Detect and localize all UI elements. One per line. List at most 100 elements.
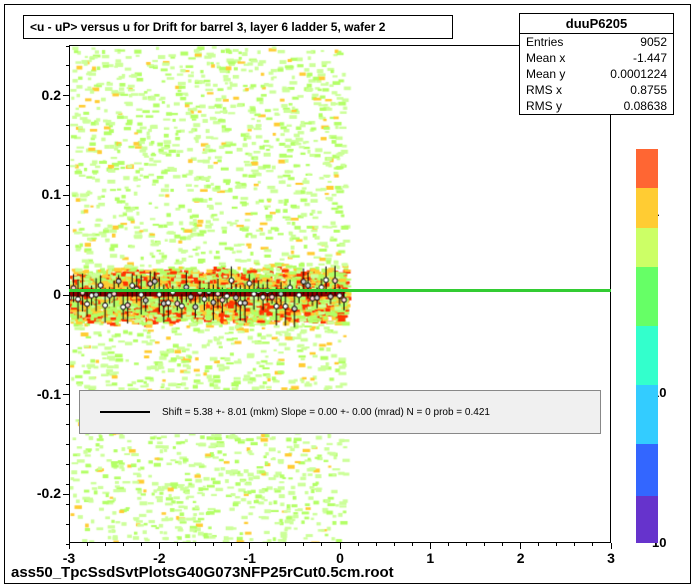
stats-value: 9052 [640,35,667,49]
y-tick [63,394,69,395]
colorbar-segment [636,228,658,267]
y-tick-minor [66,364,69,365]
colorbar [636,149,658,543]
y-tick-minor [66,324,69,325]
stats-label: Entries [526,35,563,49]
stats-label: Mean x [526,51,565,65]
y-tick [63,195,69,196]
y-tick-minor [66,105,69,106]
x-tick-minor [358,543,359,546]
x-tick-minor [376,543,377,546]
x-tick-minor [87,543,88,546]
y-tick-label: 0 [11,286,61,302]
stats-value: -1.447 [633,51,667,65]
x-tick-minor [105,543,106,546]
x-tick-minor [231,543,232,546]
colorbar-segment [636,444,658,495]
x-tick-minor [484,543,485,546]
stats-label: Mean y [526,67,565,81]
x-tick-minor [141,543,142,546]
colorbar-segment [636,149,658,188]
x-tick-minor [520,543,521,546]
stats-name: duuP6205 [520,14,673,34]
y-tick-minor [66,225,69,226]
x-tick-minor [502,543,503,546]
y-tick [63,95,69,96]
y-tick-label: -0.2 [11,485,61,501]
stats-label: RMS x [526,83,562,97]
x-tick-minor [303,543,304,546]
colorbar-segment [636,188,658,227]
x-tick-minor [267,543,268,546]
stats-row: RMS y 0.08638 [520,98,673,114]
x-tick-minor [412,543,413,546]
x-tick-label: 2 [501,550,541,566]
y-tick-minor [66,484,69,485]
y-tick-minor [66,125,69,126]
x-tick-minor [611,543,612,546]
y-tick-minor [66,344,69,345]
plot-area: Shift = 5.38 +- 8.01 (mkm) Slope = 0.00 … [69,45,611,543]
y-tick-minor [66,245,69,246]
y-axis [69,46,70,543]
stats-value: 0.0001224 [610,67,667,81]
colorbar-segment [636,326,658,385]
footer-filename: ass50_TpcSsdSvtPlotsG40G073NFP25rCut0.5c… [11,564,394,581]
fit-info-box: Shift = 5.38 +- 8.01 (mkm) Slope = 0.00 … [79,390,601,435]
y-tick-label: 0.2 [11,87,61,103]
stats-row: Mean x -1.447 [520,50,673,66]
plot-title: <u - uP> versus u for Drift for barrel 3… [23,15,453,39]
x-tick-minor [556,543,557,546]
x-tick-minor [592,543,593,546]
x-tick-minor [249,543,250,546]
heatmap-canvas [69,46,610,543]
x-tick-minor [285,543,286,546]
y-tick-minor [66,165,69,166]
x-tick-label: 3 [591,550,631,566]
y-tick-label: -0.1 [11,386,61,402]
y-tick-minor [66,304,69,305]
y-tick-label: 0.1 [11,186,61,202]
y-tick-minor [66,185,69,186]
x-tick-minor [69,543,70,546]
x-tick-minor [430,543,431,546]
x-tick-minor [321,543,322,546]
x-tick-minor [574,543,575,546]
fit-line [69,289,611,292]
y-tick-minor [66,504,69,505]
x-tick-minor [538,543,539,546]
x-tick-label: 1 [410,550,450,566]
colorbar-segment [636,267,658,326]
y-tick-minor [66,285,69,286]
stats-value: 0.08638 [624,99,667,113]
x-tick-minor [159,543,160,546]
y-tick-minor [66,145,69,146]
y-tick-minor [66,205,69,206]
x-tick-minor [394,543,395,546]
stats-label: RMS y [526,99,562,113]
outer-frame: <u - uP> versus u for Drift for barrel 3… [4,4,691,584]
y-tick-minor [66,46,69,47]
y-tick-minor [66,444,69,445]
y-tick-minor [66,524,69,525]
y-tick-minor [66,404,69,405]
colorbar-segment [636,496,658,543]
fit-text: Shift = 5.38 +- 8.01 (mkm) Slope = 0.00 … [162,407,490,418]
fit-legend-line [100,411,150,413]
y-tick-minor [66,384,69,385]
y-tick-minor [66,424,69,425]
stats-row: Entries 9052 [520,34,673,50]
y-tick [63,295,69,296]
x-tick-minor [195,543,196,546]
y-tick-minor [66,65,69,66]
x-tick-minor [213,543,214,546]
y-tick-minor [66,85,69,86]
stats-row: Mean y 0.0001224 [520,66,673,82]
y-tick-minor [66,464,69,465]
x-tick-minor [340,543,341,546]
stats-box: duuP6205 Entries 9052 Mean x -1.447 Mean y 0.… [519,13,674,115]
stats-row: RMS x 0.8755 [520,82,673,98]
colorbar-segment [636,385,658,444]
stats-value: 0.8755 [630,83,667,97]
x-tick-minor [123,543,124,546]
